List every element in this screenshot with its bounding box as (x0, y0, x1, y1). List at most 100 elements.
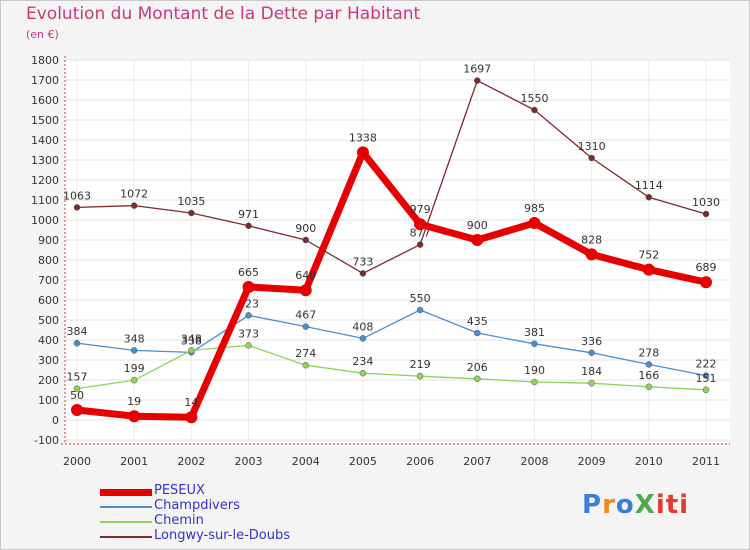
x-tick-label: 2000 (63, 455, 91, 468)
data-label: 206 (467, 361, 488, 374)
y-tick-label: 100 (38, 394, 59, 407)
y-tick-label: 400 (38, 334, 59, 347)
data-point (588, 154, 595, 162)
data-label: 1338 (349, 131, 377, 144)
legend-label: Chemin (154, 513, 204, 528)
data-label: 348 (181, 332, 202, 345)
data-point (128, 410, 141, 423)
data-label: 50 (70, 389, 84, 402)
series-line (76, 79, 707, 275)
data-label: 689 (696, 261, 717, 274)
data-label: 1072 (120, 188, 148, 201)
data-label: 752 (638, 249, 659, 262)
data-point (245, 222, 252, 230)
legend-swatch (100, 536, 152, 538)
data-label: 219 (410, 358, 431, 371)
data-label: 19 (127, 395, 141, 408)
legend-swatch (100, 521, 152, 523)
series-line (76, 309, 707, 377)
y-tick-label: 1500 (31, 114, 59, 127)
data-label: 665 (238, 266, 259, 279)
data-point (702, 386, 710, 394)
data-label: 1114 (635, 179, 663, 192)
x-tick-label: 2004 (292, 455, 320, 468)
x-tick-label: 2005 (349, 455, 377, 468)
data-label: 14 (184, 396, 198, 409)
legend-label: Longwy-sur-le-Doubs (154, 528, 290, 543)
plot-area (65, 60, 730, 440)
data-point (302, 236, 309, 244)
legend-swatch (100, 489, 152, 496)
data-point (242, 281, 255, 293)
data-point (73, 385, 81, 392)
data-label: 222 (696, 358, 717, 371)
x-tick-label: 2010 (635, 455, 663, 468)
data-label: 336 (581, 335, 602, 348)
legend-swatch (100, 506, 152, 508)
y-tick-label: 1400 (31, 134, 59, 147)
data-point (531, 378, 538, 386)
y-tick-label: 600 (38, 294, 59, 307)
data-point (642, 263, 655, 276)
data-point (245, 342, 252, 349)
data-label: 1550 (520, 92, 548, 105)
data-label: 184 (581, 365, 602, 378)
data-point (645, 361, 653, 368)
data-label: 234 (352, 355, 373, 368)
data-point (531, 106, 538, 114)
data-point (302, 323, 309, 330)
data-point (528, 217, 541, 229)
y-tick-label: 700 (38, 274, 59, 287)
data-label: 338 (181, 334, 202, 347)
data-label: 1310 (578, 140, 606, 153)
data-label: 900 (467, 219, 488, 232)
data-label: 1697 (463, 63, 491, 76)
x-tick-label: 2011 (692, 455, 720, 468)
data-label: 900 (295, 222, 316, 235)
y-tick-label: 1300 (31, 154, 59, 167)
legend-label: PESEUX (154, 483, 205, 498)
data-label: 384 (67, 325, 88, 338)
data-point (474, 375, 481, 383)
x-tick-label: 2003 (235, 455, 263, 468)
data-label: 877 (410, 227, 431, 240)
data-point (645, 383, 653, 391)
data-point (585, 248, 598, 261)
y-tick-label: -100 (34, 434, 59, 447)
data-point (702, 372, 710, 379)
data-label: 199 (124, 362, 145, 375)
data-point (474, 329, 481, 337)
data-label: 435 (467, 315, 488, 328)
x-tick-label: 2001 (120, 455, 148, 468)
data-label: 550 (410, 292, 431, 305)
data-point (73, 204, 81, 211)
data-point (700, 276, 712, 289)
data-label: 1035 (177, 195, 205, 208)
chart-subtitle: (en €) (26, 28, 59, 41)
y-tick-label: 200 (38, 374, 59, 387)
data-point (588, 349, 595, 357)
data-label: 151 (696, 372, 717, 385)
data-label: 381 (524, 326, 545, 339)
data-point (130, 202, 138, 209)
series-line (76, 148, 707, 421)
y-tick-label: 1000 (31, 214, 59, 227)
data-point (416, 241, 424, 248)
data-point (359, 335, 367, 342)
data-point (359, 270, 367, 277)
y-tick-label: 500 (38, 314, 59, 327)
data-point (71, 404, 83, 416)
y-tick-label: 1200 (31, 174, 59, 187)
x-tick-label: 2002 (177, 455, 205, 468)
data-point (414, 218, 427, 231)
y-tick-label: 1100 (31, 194, 59, 207)
data-point (359, 369, 367, 377)
data-point (299, 284, 312, 297)
data-point (645, 193, 653, 201)
data-point (302, 361, 309, 369)
data-point (130, 376, 138, 384)
x-tick-label: 2009 (578, 455, 606, 468)
data-point (531, 340, 538, 348)
data-label: 190 (524, 364, 545, 377)
